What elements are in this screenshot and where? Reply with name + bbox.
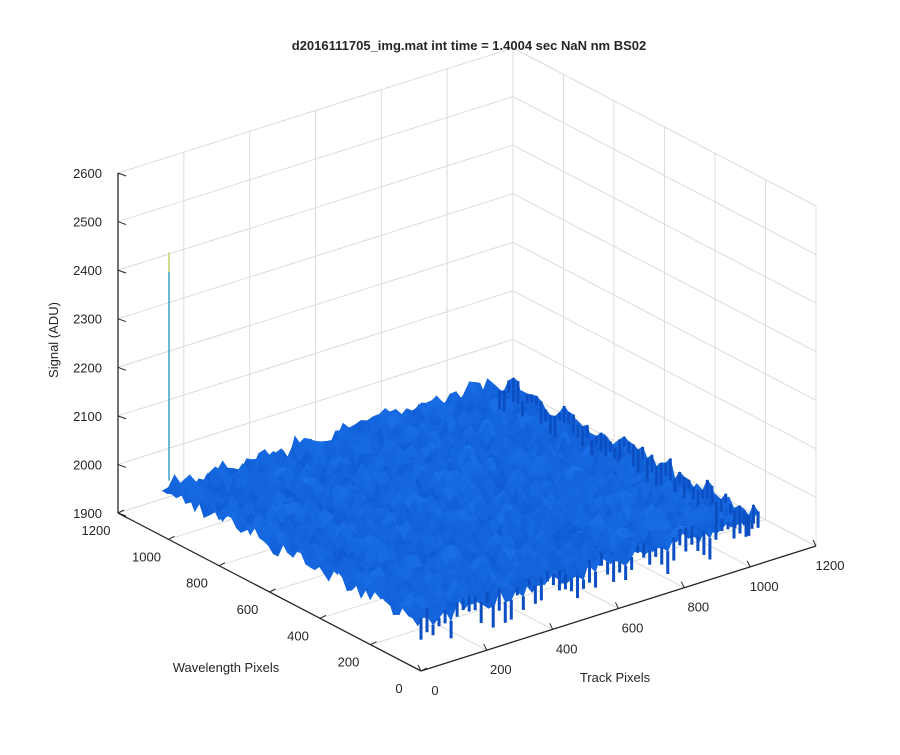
wall-grid-line xyxy=(117,338,514,465)
y-tick-label: 400 xyxy=(287,628,309,643)
x-tick-label: 1200 xyxy=(816,558,845,573)
surface-layer xyxy=(161,252,760,640)
wall-grid-line xyxy=(117,96,514,223)
wall-grid-line xyxy=(512,47,817,207)
y-tick xyxy=(168,535,175,540)
y-tick xyxy=(420,667,428,672)
wall-grid-line xyxy=(512,290,817,450)
y-tick xyxy=(117,509,125,514)
x-tick-label: 200 xyxy=(490,662,512,677)
z-tick xyxy=(117,269,127,274)
wall-grid-line xyxy=(512,144,817,304)
wall-grid-line xyxy=(512,241,817,401)
y-tick-label: 800 xyxy=(186,576,208,591)
x-tick-label: 1000 xyxy=(750,579,779,594)
z-tick xyxy=(117,172,127,177)
x-tick xyxy=(549,623,554,630)
x-tick xyxy=(417,664,422,672)
z-tick-label: 2500 xyxy=(73,215,102,230)
z-tick xyxy=(117,366,127,371)
wall-grid-line xyxy=(512,338,817,498)
z-tick-label: 2000 xyxy=(73,457,102,472)
z-tick xyxy=(117,463,127,468)
wall-grid-line xyxy=(117,144,514,271)
x-tick-label: 800 xyxy=(687,600,709,615)
z-tick-label: 2400 xyxy=(73,263,102,278)
z-axis-label: Signal (ADU) xyxy=(46,302,61,378)
y-tick-label: 0 xyxy=(395,681,402,696)
z-tick-label: 2300 xyxy=(73,312,102,327)
y-tick xyxy=(319,614,327,619)
tick-layer: 0 200 400 600 800 1000 1200 0 200 400 600 800 1000 12… xyxy=(73,166,844,698)
z-tick xyxy=(117,318,127,323)
wall-grid-line xyxy=(117,241,514,368)
wall-grid-line xyxy=(512,96,817,256)
y-tick xyxy=(370,641,377,646)
x-tick-label: 600 xyxy=(622,621,644,636)
wall-grid-line xyxy=(117,193,514,320)
wall-grid-line xyxy=(117,290,514,417)
z-tick-label: 2100 xyxy=(73,409,102,424)
y-axis-label: Wavelength Pixels xyxy=(173,660,280,675)
x-tick xyxy=(680,581,685,588)
y-tick-label: 200 xyxy=(338,655,360,670)
wall-grid-line xyxy=(117,47,514,174)
y-tick-label: 1200 xyxy=(82,523,111,538)
z-tick xyxy=(117,512,127,517)
x-tick xyxy=(746,560,751,568)
z-tick-label: 2600 xyxy=(73,166,102,181)
x-tick xyxy=(483,643,488,651)
x-tick-label: 0 xyxy=(431,683,438,698)
x-axis-label: Track Pixels xyxy=(580,670,651,685)
z-tick xyxy=(117,415,127,420)
chart-title: d2016111705_img.mat int time = 1.4004 se… xyxy=(292,38,646,53)
x-tick xyxy=(812,539,817,547)
y-tick xyxy=(218,562,226,567)
z-tick-label: 2200 xyxy=(73,360,102,375)
x-tick-label: 400 xyxy=(556,641,578,656)
wall-grid-line xyxy=(512,193,817,353)
y-tick-label: 1000 xyxy=(132,549,161,564)
x-tick xyxy=(615,602,619,609)
z-tick-label: 1900 xyxy=(73,506,102,521)
y-tick xyxy=(269,588,276,593)
y-tick-label: 600 xyxy=(237,602,259,617)
z-tick xyxy=(117,221,127,226)
